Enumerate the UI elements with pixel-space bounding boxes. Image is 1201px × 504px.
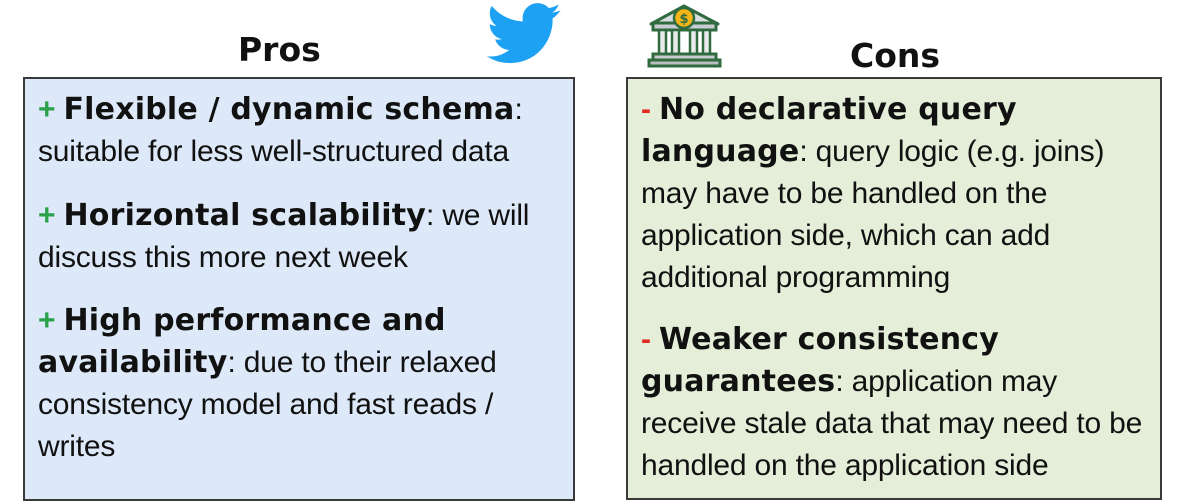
pros-item-text: : suitable for less well-structured data	[38, 93, 523, 168]
cons-item-title: No declarative query language	[641, 92, 1017, 169]
pros-item-text: : due to their relaxed consistency model…	[38, 346, 497, 463]
cons-panel: - No declarative query language: query l…	[626, 77, 1162, 500]
pros-panel: + Flexible / dynamic schema: suitable fo…	[23, 77, 575, 501]
pros-item: + Horizontal scalability: we will discus…	[38, 195, 568, 279]
minus-marker: -	[641, 323, 651, 356]
pros-item-text: : we will discuss this more next week	[38, 199, 530, 274]
pros-item-title: Flexible / dynamic schema	[63, 92, 515, 127]
cons-item: - Weaker consistency guarantees: applica…	[641, 319, 1156, 487]
plus-marker: +	[38, 304, 56, 337]
cons-item: - No declarative query language: query l…	[641, 89, 1156, 299]
bank-dollar-icon: $	[647, 4, 722, 68]
plus-marker: +	[38, 199, 56, 232]
plus-marker: +	[38, 93, 56, 126]
pros-item: + Flexible / dynamic schema: suitable fo…	[38, 89, 568, 173]
cons-item-text: : application may receive stale data tha…	[641, 365, 1143, 482]
cons-item-text: : query logic (e.g. joins) may have to b…	[641, 135, 1105, 294]
pros-item: + High performance and availability: due…	[38, 300, 568, 468]
cons-item-title: Weaker consistency guarantees	[641, 322, 1000, 399]
cons-heading: Cons	[850, 36, 941, 75]
pros-item-title: High performance and availability	[38, 303, 446, 380]
svg-text:$: $	[679, 12, 688, 27]
pros-heading: Pros	[238, 30, 321, 69]
twitter-bird-icon	[487, 3, 561, 64]
minus-marker: -	[641, 93, 651, 126]
pros-item-title: Horizontal scalability	[63, 198, 427, 233]
